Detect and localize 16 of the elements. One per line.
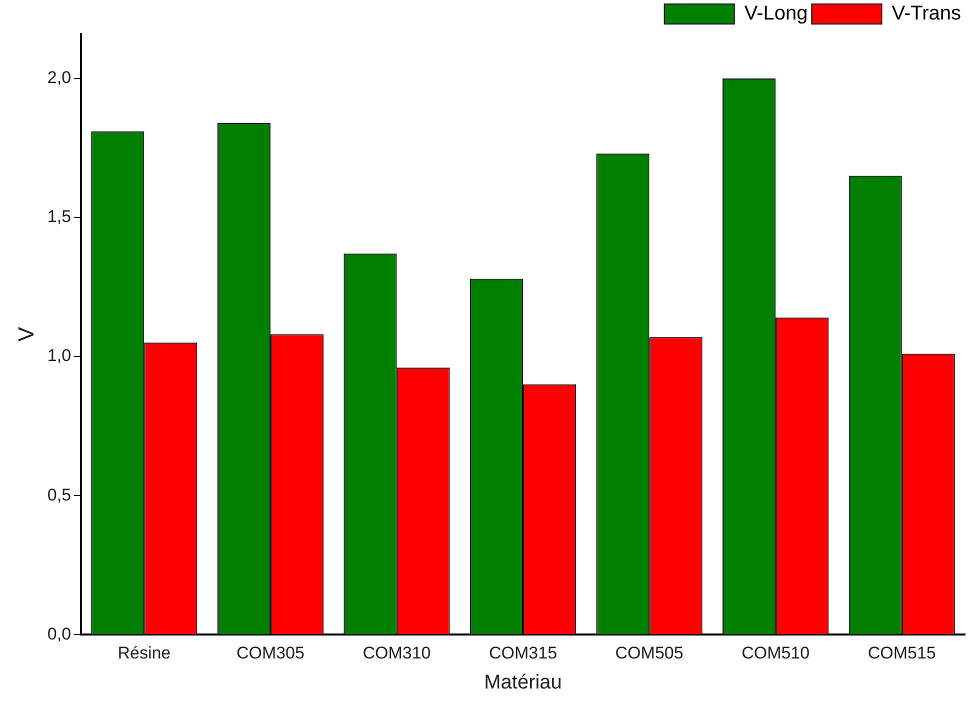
y-tick-label: 0,5 [47, 485, 72, 504]
x-tick-label: COM305 [236, 643, 304, 662]
y-axis-title: V [13, 326, 38, 342]
x-tick-label: Résine [118, 643, 171, 662]
x-tick-label: COM310 [362, 643, 431, 662]
y-tick-label: 0,0 [47, 624, 72, 644]
legend-label: V-Trans [892, 2, 962, 25]
y-tick-label: 1,5 [47, 207, 72, 226]
x-tick-label: COM510 [742, 643, 810, 662]
x-axis-title: Matériau [484, 672, 562, 694]
x-tick-label: COM315 [489, 643, 558, 662]
y-tick-label: 1,0 [47, 346, 72, 366]
y-tick-label: 2,0 [47, 68, 72, 88]
legend-label: V-Long [744, 2, 808, 25]
x-tick-label: COM505 [615, 643, 684, 662]
x-tick-label: COM515 [868, 643, 936, 662]
